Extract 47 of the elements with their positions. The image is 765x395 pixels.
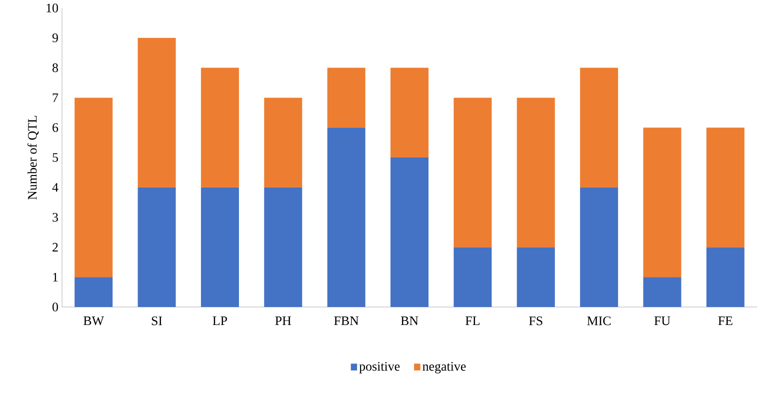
y-tick-label: 3 [52,212,58,222]
y-tick-label: 1 [53,272,58,282]
bar [264,187,302,307]
bar [454,247,492,307]
bar [138,187,176,307]
y-tick-label: 9 [52,34,58,42]
bar [643,277,682,307]
y-tick-label: 4 [52,183,58,192]
bar [390,68,429,158]
bar [74,98,113,278]
bar [74,277,113,307]
bar [706,128,744,248]
x-tick-label: FBN [334,316,359,326]
bar [580,68,618,188]
y-tick-label: 5 [52,153,58,162]
x-tick-label: BN [400,316,418,326]
legend-label: positive [359,362,400,374]
x-tick-label: PH [275,316,292,325]
y-tick-label: 10 [46,4,58,12]
bar [516,98,555,248]
y-tick-label: 0 [52,302,58,312]
x-tick-label: FU [654,316,670,326]
x-tick-label: SI [152,316,162,326]
x-tick-label: FE [718,316,732,325]
x-tick-label: FS [529,316,542,326]
bar [706,247,744,307]
x-tick-label: LP [212,316,227,325]
bar [580,187,618,307]
x-tick-label: FL [466,316,480,325]
bar [516,247,555,307]
y-tick-label: 2 [52,242,58,252]
bar [643,128,682,278]
bar [327,128,366,307]
x-tick-label: MIC [587,316,611,326]
bar [454,98,492,248]
x-tick-label: BW [84,316,104,326]
bar [200,68,239,188]
bar [200,187,239,307]
y-axis-title: Number of QTL [27,116,39,200]
bar [138,38,176,188]
bar [390,158,429,307]
y-tick-label: 8 [52,63,58,72]
legend-label: negative [422,362,466,374]
bar [264,98,302,188]
bar [327,68,366,128]
y-tick-label: 7 [52,93,58,102]
y-tick-label: 6 [52,123,58,132]
